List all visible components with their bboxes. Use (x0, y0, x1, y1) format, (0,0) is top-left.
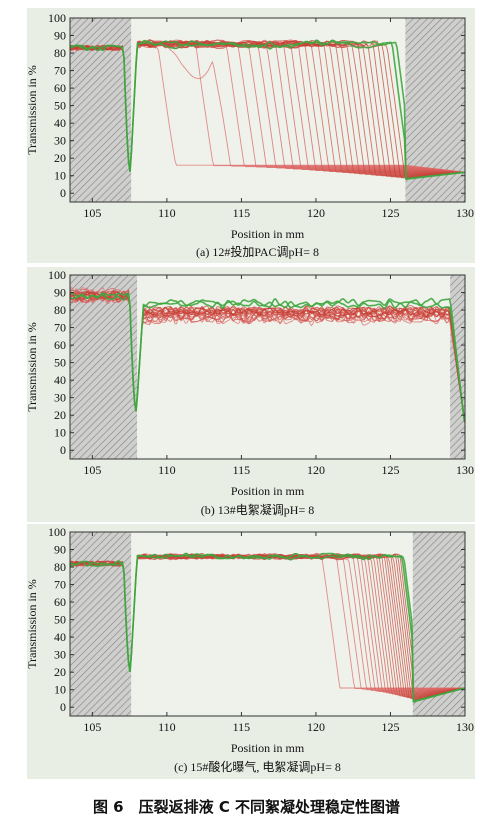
panel-c-ytick-label: 0 (60, 700, 66, 714)
panel-c-xtick-label: 110 (158, 720, 176, 734)
panel-b-ytick-label: 0 (60, 443, 66, 457)
panel-b-ylabel: Transmission in % (25, 322, 39, 412)
panel-a-xtick-label: 115 (233, 206, 251, 220)
panel-b-ytick-label: 50 (54, 356, 66, 370)
panel-c-ytick-label: 10 (54, 683, 66, 697)
panel-c-ytick-label: 50 (54, 613, 66, 627)
panel-a-chart: 0 10 20 30 40 50 60 70 80 90 100 105 110 115 120 125 130… (25, 11, 474, 259)
panel-a-ytick-label: 30 (54, 134, 66, 148)
panel-a-ytick-label: 70 (54, 64, 66, 78)
panel-a-ytick-label: 0 (60, 186, 66, 200)
panel-c-chart: 0 10 20 30 40 50 60 70 80 90 100 105 110 115 120 125 130… (25, 525, 474, 774)
panel-b-xtick-label: 125 (381, 463, 399, 477)
figure-caption: 图 6 压裂返排液 C 不同絮凝处理稳定性图谱 (92, 798, 401, 816)
panel-a-ytick-label: 50 (54, 99, 66, 113)
panel-b-xtick-label: 110 (158, 463, 176, 477)
panel-a-xtick-label: 110 (158, 206, 176, 220)
panel-b-hatched-region (70, 275, 138, 459)
panel-c-xtick-label: 105 (83, 720, 101, 734)
panel-c-ylabel: Transmission in % (25, 579, 39, 669)
panel-b-xtick-label: 105 (83, 463, 101, 477)
panel-c-ytick-label: 30 (54, 648, 66, 662)
panel-a-ytick-label: 40 (54, 116, 66, 130)
panel-c-scan-line (69, 553, 465, 703)
panel-a-caption: (a) 12#投加PAC调pH= 8 (196, 244, 319, 259)
panel-b-ytick-label: 20 (54, 408, 66, 422)
panel-c-hatched-region (70, 532, 132, 716)
panel-c-ytick-label: 20 (54, 665, 66, 679)
panel-b-xtick-label: 120 (307, 463, 325, 477)
panel-a-xtick-label: 125 (381, 206, 399, 220)
panel-b-ytick-label: 10 (54, 426, 66, 440)
panel-b-scan-curves (69, 286, 466, 423)
panel-b-xtick-label: 130 (456, 463, 474, 477)
panel-b-caption: (b) 13#电絮凝调pH= 8 (201, 502, 314, 517)
panel-c-xtick-label: 125 (381, 720, 399, 734)
panel-b-axes-frame (69, 274, 466, 460)
panel-c-ytick-label: 90 (54, 543, 66, 557)
panel-b-ytick-label: 100 (48, 268, 66, 282)
panel-a-axes-frame (69, 17, 466, 203)
panel-c-xtick-label: 115 (233, 720, 251, 734)
panel-b-scan-line (69, 292, 466, 422)
panel-c-xtick-label: 130 (456, 720, 474, 734)
panel-a-scan-line (69, 39, 465, 180)
panel-b-ytick-label: 80 (54, 303, 66, 317)
panel-a-xlabel: Position in mm (231, 227, 305, 241)
panel-b-xtick-label: 115 (233, 463, 251, 477)
panel-a-ytick-label: 10 (54, 169, 66, 183)
panel-b-ytick-label: 40 (54, 373, 66, 387)
panel-b-ytick-label: 30 (54, 391, 66, 405)
panel-a-ytick-label: 20 (54, 151, 66, 165)
panel-c-axes-frame (69, 531, 466, 717)
panel-a-ytick-label: 60 (54, 81, 66, 95)
panel-a-xtick-label: 130 (456, 206, 474, 220)
panel-c-ytick-label: 70 (54, 578, 66, 592)
panel-a-ytick-label: 80 (54, 46, 66, 60)
panel-a-xtick-label: 105 (83, 206, 101, 220)
panel-b-ytick-label: 60 (54, 338, 66, 352)
panel-c-xlabel: Position in mm (231, 741, 305, 755)
panel-c-scan-curves (69, 552, 465, 703)
panel-b-ytick-label: 90 (54, 286, 66, 300)
panel-c-caption: (c) 15#酸化曝气, 电絮凝调pH= 8 (174, 759, 341, 774)
panel-c-ytick-label: 40 (54, 630, 66, 644)
panel-b-chart: 0 10 20 30 40 50 60 70 80 90 100 105 110 115 120 125 130… (25, 268, 474, 517)
panel-c-ytick-label: 100 (48, 525, 66, 539)
panel-a-ylabel: Transmission in % (25, 65, 39, 155)
panel-c-ytick-label: 80 (54, 560, 66, 574)
panel-c-hatched-region (412, 532, 465, 716)
panel-c-ytick-label: 60 (54, 595, 66, 609)
panel-b-ytick-label: 70 (54, 321, 66, 335)
panel-a-scan-curves (69, 39, 465, 180)
panel-c-xtick-label: 120 (307, 720, 325, 734)
panel-a-ytick-label: 90 (54, 29, 66, 43)
panel-a-ytick-label: 100 (48, 11, 66, 25)
panel-a-xtick-label: 120 (307, 206, 325, 220)
panel-b-xlabel: Position in mm (231, 484, 305, 498)
